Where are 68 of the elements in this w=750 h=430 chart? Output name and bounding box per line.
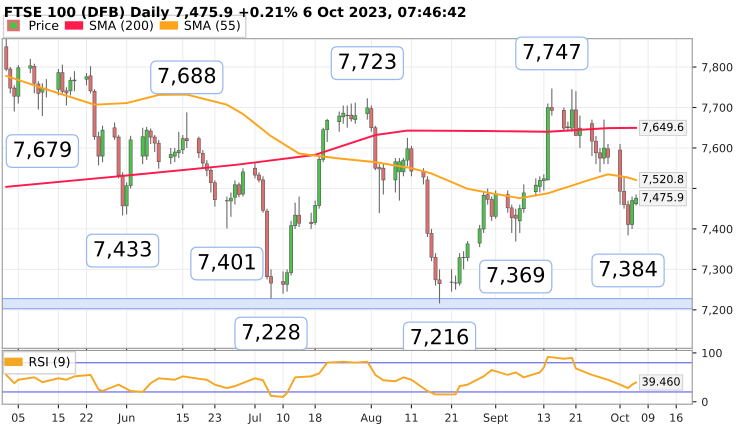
candlestick [281,270,285,294]
candlestick [168,147,173,165]
candlestick [353,102,358,124]
candlestick [534,178,538,198]
annotation: 39.460 [642,377,680,386]
x-tick-label: Sept [484,413,508,424]
x-tick-label: 23 [208,413,222,422]
y-tick-label: 100 [702,348,722,358]
candlestick [176,131,181,159]
candlestick [562,106,566,132]
x-tick-label: 21 [570,413,582,422]
candlestick [140,127,145,165]
y-tick-label: 7,600 [702,144,732,154]
candlestick [56,68,60,96]
candlestick [345,104,350,128]
y-tick-label: 7,700 [702,103,732,114]
candlestick [225,196,229,230]
x-tick-label: 11 [406,414,418,422]
annotation: 7,649.6 [642,122,684,132]
candlestick [253,162,257,179]
line-series [5,126,638,188]
x-tick-label: 15 [52,414,65,422]
x-tick-label: Jul [248,413,261,424]
x-tick-label: 16 [670,413,683,422]
annotation: 7,369 [488,266,544,285]
candlestick [538,176,542,194]
x-tick-label: 05 [12,413,24,422]
candlestick [156,139,161,170]
legend-label: SMA (55) [184,20,240,32]
y-tick-label: 7,800 [702,63,732,73]
x-tick-label: Jun [117,414,134,424]
annotation: 7,433 [94,240,151,259]
chart-title: FTSE 100 (DFB) Daily 7,475.9 +0.21% 6 Oct 2023, 07:46:42 [5,6,466,20]
candlestick [450,268,454,292]
x-tick-label: 18 [309,413,322,422]
legend-label: SMA (200) [90,20,153,32]
y-tick-label: 7,400 [702,224,732,234]
annotation: 7,216 [411,328,468,347]
candlestick [494,190,498,220]
x-tick-label: Oct [611,413,630,422]
x-tick-label: 22 [80,413,92,422]
annotation: 7,228 [242,324,300,342]
candlestick [570,88,574,132]
y-tick-label: 7,300 [702,265,732,275]
x-tick-label: Aug [360,414,382,424]
candlestick [184,112,189,149]
annotation: 7,384 [600,260,657,279]
x-tick-label: 21 [445,413,458,422]
annotation: 7,520.8 [642,174,684,184]
x-tick-label: 10 [277,413,290,422]
legend-label: RSI (9) [30,356,70,368]
annotation: 7,401 [198,254,255,272]
candlestick [241,168,245,198]
annotation: 7,723 [339,53,396,72]
x-tick-label: 13 [538,413,550,422]
annotation: 7,747 [524,44,580,62]
y-tick-label: 0 [702,398,708,406]
y-tick-label: 7,200 [702,306,732,316]
x-tick-label: 09 [642,413,654,422]
annotation: 7,688 [158,68,216,86]
candlestick [297,196,301,228]
legend-label: Price [30,20,58,30]
annotation: 7,679 [14,141,71,160]
candlestick [72,70,76,92]
line-series [5,356,638,398]
candlestick [606,143,610,165]
x-tick-label: 15 [176,414,189,422]
annotation: 7,475.9 [642,193,684,203]
